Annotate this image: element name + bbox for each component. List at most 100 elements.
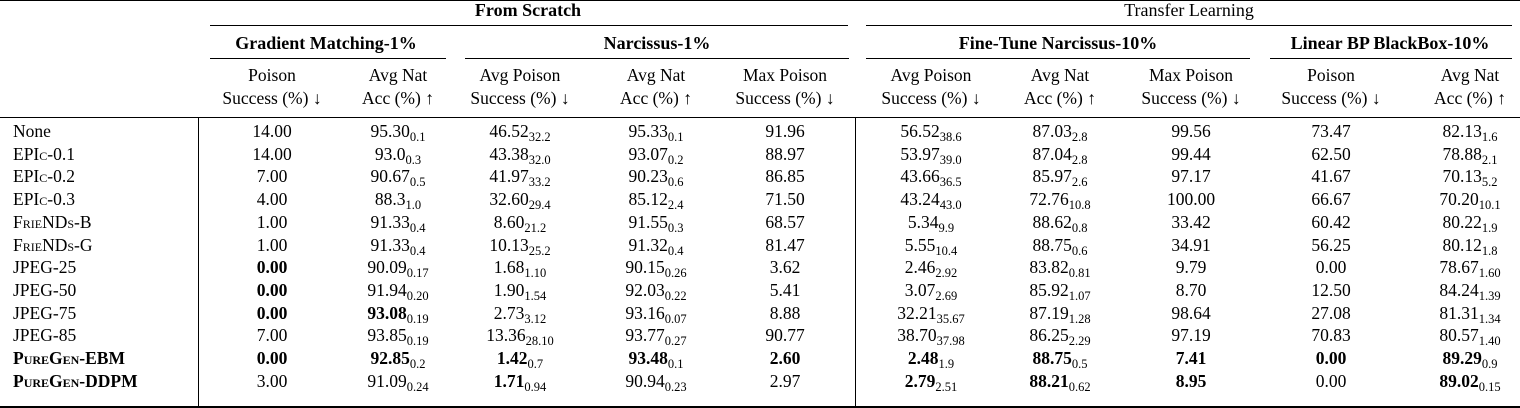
cell-value: 8.88: [769, 302, 801, 323]
row-label: PureGen-EBM: [13, 348, 125, 368]
column-header-line2: Success (%) ↓: [1141, 88, 1241, 108]
table-cell: 90.77: [765, 327, 804, 345]
table-cell: 98.64: [1171, 302, 1211, 323]
cell-value: 2.97: [769, 370, 801, 391]
cell-value: 7.00: [256, 325, 288, 346]
cell-value: 90.15: [625, 257, 665, 278]
cell-value: 7.41: [1175, 348, 1207, 368]
cell-std: 35.67: [936, 311, 965, 326]
cell-value: 9.79: [1175, 257, 1207, 278]
subgroup-rule-linear-bp: [1270, 58, 1512, 59]
table-cell: 46.5232.2: [489, 122, 550, 143]
column-header-line2: Success (%) ↓: [735, 88, 835, 108]
table-cell: 91.320.4: [629, 236, 684, 258]
cell-std: 1.9: [1481, 220, 1498, 235]
table-cell: 2.97: [769, 370, 801, 391]
group-rule-from-scratch: [210, 25, 848, 26]
cell-std: 0.2: [667, 152, 684, 167]
cell-std: 1.8: [1481, 243, 1498, 258]
table-cell: 43.2443.0: [900, 189, 961, 211]
cell-value: 95.33: [628, 121, 668, 141]
table-cell: 95.300.1: [371, 122, 426, 143]
cell-value: 66.67: [1311, 189, 1351, 210]
cell-std: 10.4: [935, 243, 958, 258]
cell-std: 0.07: [664, 311, 687, 326]
table-cell: 3.072.69: [904, 279, 958, 302]
table-cell: 81.311.34: [1439, 304, 1500, 325]
cell-value: 91.55: [628, 211, 668, 232]
table-cell: 12.50: [1311, 281, 1350, 300]
cell-value: 90.09: [367, 257, 407, 278]
cell-std: 2.1: [1481, 152, 1498, 167]
cell-value: 87.03: [1032, 121, 1072, 141]
table-cell: 8.88: [769, 302, 801, 323]
cell-value: 80.57: [1439, 325, 1479, 346]
cell-std: 1.54: [524, 288, 547, 303]
table-cell: 14.00: [252, 122, 291, 141]
cell-value: 7.00: [256, 166, 288, 187]
cell-value: 81.47: [765, 234, 805, 255]
cell-value: 43.24: [900, 189, 940, 210]
cell-std: 0.6: [1071, 243, 1088, 258]
cell-std: 0.5: [409, 175, 426, 190]
cell-value: 56.52: [900, 121, 940, 141]
table-cell: 100.00: [1167, 190, 1215, 209]
header-body-rule: [0, 117, 1520, 118]
cell-std: 0.3: [405, 152, 422, 167]
table-cell: 2.481.9: [908, 349, 954, 370]
cell-std: 2.51: [935, 379, 958, 394]
cell-value: 1.90: [493, 279, 525, 300]
column-header: Poison Success (%) ↓: [1281, 64, 1380, 110]
table-cell: 93.080.19: [367, 304, 428, 325]
cell-value: 0.00: [256, 348, 288, 368]
cell-value: 85.92: [1029, 279, 1069, 300]
row-label: FrieNDs-B: [13, 211, 92, 232]
cell-std: 0.9: [1481, 357, 1498, 371]
cell-std: 2.6: [1071, 175, 1088, 190]
cell-value: 85.12: [628, 189, 668, 210]
cell-std: 33.2: [528, 175, 551, 190]
table-cell: 80.221.9: [1443, 213, 1498, 235]
table-cell: 85.122.4: [628, 189, 684, 211]
column-header-line1: Avg Nat: [1030, 65, 1090, 85]
cell-value: 32.60: [489, 189, 529, 210]
table-cell: 73.47: [1311, 122, 1350, 141]
cell-std: 1.6: [1481, 130, 1498, 144]
cell-std: 28.10: [525, 334, 554, 349]
cell-value: 70.20: [1439, 189, 1479, 210]
row-label: JPEG-75: [13, 302, 77, 323]
cell-value: 93.48: [628, 348, 668, 368]
cell-std: 0.4: [667, 243, 684, 258]
cell-std: 25.2: [528, 243, 551, 258]
cell-value: 70.83: [1311, 325, 1351, 346]
table-cell: 90.940.23: [625, 372, 686, 393]
bottom-rule: [0, 406, 1520, 408]
table-cell: 70.135.2: [1443, 168, 1498, 190]
cell-std: 1.10: [524, 266, 547, 281]
table-cell: 91.550.3: [628, 211, 684, 234]
table-cell: 91.96: [765, 122, 804, 141]
table-cell: 1.00: [257, 236, 288, 255]
table-cell: 1.420.7: [497, 349, 543, 370]
cell-value: 71.50: [765, 189, 805, 210]
cell-value: 99.56: [1171, 121, 1211, 141]
table-cell: 32.2135.67: [897, 304, 965, 326]
cell-value: 68.57: [765, 211, 805, 232]
table-cell: 56.5238.6: [900, 121, 961, 143]
cell-std: 0.94: [524, 379, 547, 394]
cell-value: 0.00: [1315, 370, 1347, 391]
row-label: None: [13, 121, 51, 141]
cell-std: 0.20: [406, 288, 429, 303]
cell-std: 32.0: [528, 152, 551, 167]
cell-value: 98.64: [1171, 302, 1211, 323]
cell-std: 5.2: [1481, 175, 1498, 190]
cell-value: 56.25: [1311, 234, 1351, 255]
table-cell: 41.9733.2: [489, 168, 551, 190]
cell-value: 0.00: [1315, 348, 1347, 368]
cell-std: 0.15: [1478, 379, 1501, 394]
column-header-line2: Acc (%) ↑: [620, 88, 692, 108]
cell-value: 93.85: [367, 325, 407, 346]
table-cell: 86.85: [765, 168, 804, 186]
cell-value: 86.85: [765, 166, 805, 187]
cell-value: 3.07: [904, 279, 936, 300]
